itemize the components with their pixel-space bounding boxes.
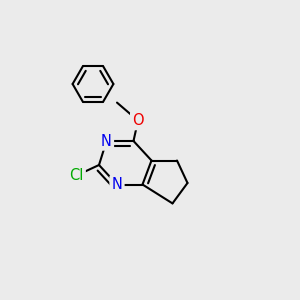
Text: Cl: Cl [69,168,84,183]
Text: N: N [101,134,112,148]
Text: N: N [112,177,122,192]
Text: O: O [132,113,144,128]
